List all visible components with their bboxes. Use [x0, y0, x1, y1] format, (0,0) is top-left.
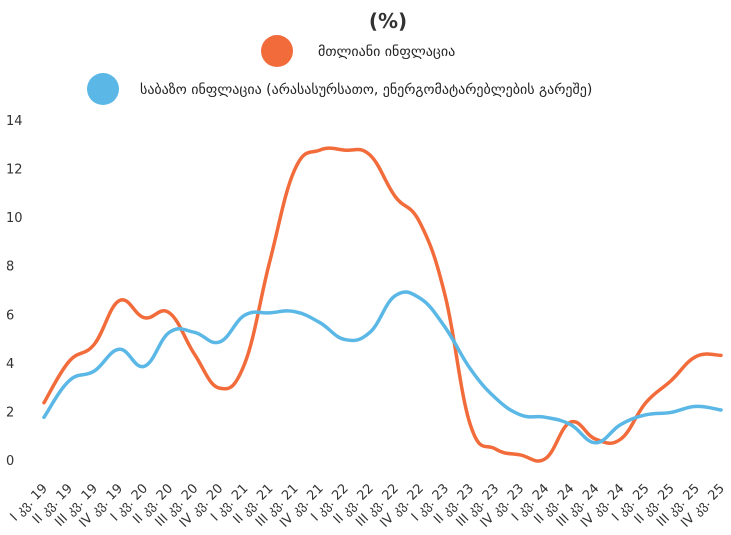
y-tick-label: 6 — [6, 308, 14, 323]
y-tick-label: 12 — [6, 163, 23, 178]
y-tick-label: 0 — [6, 454, 14, 469]
legend-swatch-overall-inflation — [261, 35, 293, 67]
legend: მთლიანი ინფლაცია საბაზო ინფლაცია (არასას… — [87, 35, 592, 105]
legend-label-core-inflation: საბაზო ინფლაცია (არასასურსათო, ენერგომატ… — [140, 81, 592, 98]
y-tick-label: 4 — [6, 357, 14, 372]
chart-title: (%) — [369, 9, 407, 33]
legend-label-overall-inflation: მთლიანი ინფლაცია — [318, 44, 455, 60]
series-layer — [42, 146, 723, 463]
y-tick-label: 8 — [6, 260, 14, 275]
series-line-core-inflation — [42, 290, 723, 445]
legend-swatch-core-inflation — [87, 73, 119, 105]
y-tick-label: 10 — [6, 211, 23, 226]
y-tick-label: 2 — [6, 405, 14, 420]
y-axis: 0 2 4 6 8 10 12 14 — [6, 114, 23, 469]
y-tick-label: 14 — [6, 114, 23, 129]
series-line-overall-inflation — [42, 146, 723, 463]
